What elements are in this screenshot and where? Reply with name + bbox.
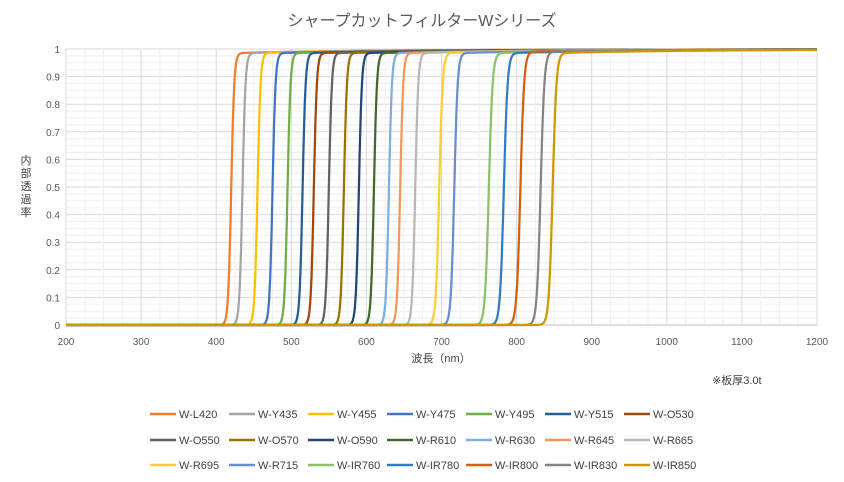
legend-label: W-R630 — [495, 435, 535, 447]
x-tick-label: 1000 — [656, 337, 679, 348]
series-lines — [65, 48, 818, 327]
legend-label: W-IR760 — [337, 460, 380, 472]
legend-label: W-IR830 — [574, 460, 617, 472]
y-tick-label: 0 — [54, 321, 60, 332]
legend-label: W-Y435 — [258, 409, 298, 421]
legend-label: W-O550 — [179, 435, 220, 447]
x-tick-label: 700 — [433, 337, 450, 348]
legend-label: W-L420 — [179, 409, 217, 421]
y-tick-label: 0.3 — [46, 238, 60, 249]
y-tick-label: 0.6 — [46, 155, 60, 166]
legend-label: W-IR850 — [653, 460, 696, 472]
legend-label: W-R695 — [179, 460, 219, 472]
legend: W-L420 W-Y435 W-Y455 W-Y475 W-Y495 W-Y515 W-O5… — [150, 409, 696, 472]
y-axis-label-char: 過 — [21, 193, 32, 206]
legend-label: W-IR780 — [416, 460, 459, 472]
x-tick-label: 800 — [508, 337, 525, 348]
legend-label: W-O590 — [337, 435, 378, 447]
legend-label: W-R715 — [258, 460, 298, 472]
chart-title: シャープカットフィルターWシリーズ — [287, 12, 556, 30]
x-axis-label: 波長（nm） — [411, 352, 470, 365]
legend-label: W-R610 — [416, 435, 456, 447]
y-tick-label: 0.1 — [46, 293, 60, 304]
y-tick-label: 0.9 — [46, 73, 60, 84]
legend-label: W-Y475 — [416, 409, 456, 421]
x-tick-label: 400 — [208, 337, 225, 348]
legend-label: W-R645 — [574, 435, 614, 447]
y-axis-label-char: 部 — [21, 166, 32, 180]
y-tick-label: 0.5 — [46, 183, 60, 194]
x-tick-label: 900 — [583, 337, 600, 348]
legend-label: W-Y515 — [574, 409, 614, 421]
legend-label: W-IR800 — [495, 460, 538, 472]
y-tick-label: 1 — [54, 45, 60, 56]
series-line-w-ir850 — [65, 48, 818, 327]
legend-label: W-Y495 — [495, 409, 535, 421]
y-tick-labels: 0 0.1 0.2 0.3 0.4 0.5 0.6 0.7 0.8 0.9 1 — [46, 45, 60, 332]
x-tick-label: 300 — [133, 337, 150, 348]
y-tick-label: 0.4 — [46, 211, 60, 222]
x-tick-label: 600 — [358, 337, 375, 348]
x-tick-label: 1100 — [731, 337, 753, 348]
legend-label: W-Y455 — [337, 409, 377, 421]
x-tick-label: 200 — [58, 337, 75, 348]
y-tick-label: 0.2 — [46, 266, 60, 277]
y-axis-label-char: 透 — [21, 180, 32, 193]
x-tick-labels: 200 300 400 500 600 700 800 900 1000 1100 1200 — [58, 337, 829, 348]
x-tick-label: 500 — [283, 337, 300, 348]
y-axis-label: 内部透過率 — [21, 153, 32, 219]
legend-label: W-O530 — [653, 409, 694, 421]
legend-label: W-R665 — [653, 435, 693, 447]
thickness-note: ※板厚3.0t — [712, 373, 762, 387]
legend-label: W-O570 — [258, 435, 299, 447]
y-axis-label-char: 内 — [21, 153, 32, 167]
y-axis-label-char: 率 — [21, 205, 32, 219]
y-tick-label: 0.7 — [46, 128, 60, 139]
grid-lines — [65, 48, 818, 326]
x-tick-label: 1200 — [806, 337, 829, 348]
y-tick-label: 0.8 — [46, 100, 60, 111]
